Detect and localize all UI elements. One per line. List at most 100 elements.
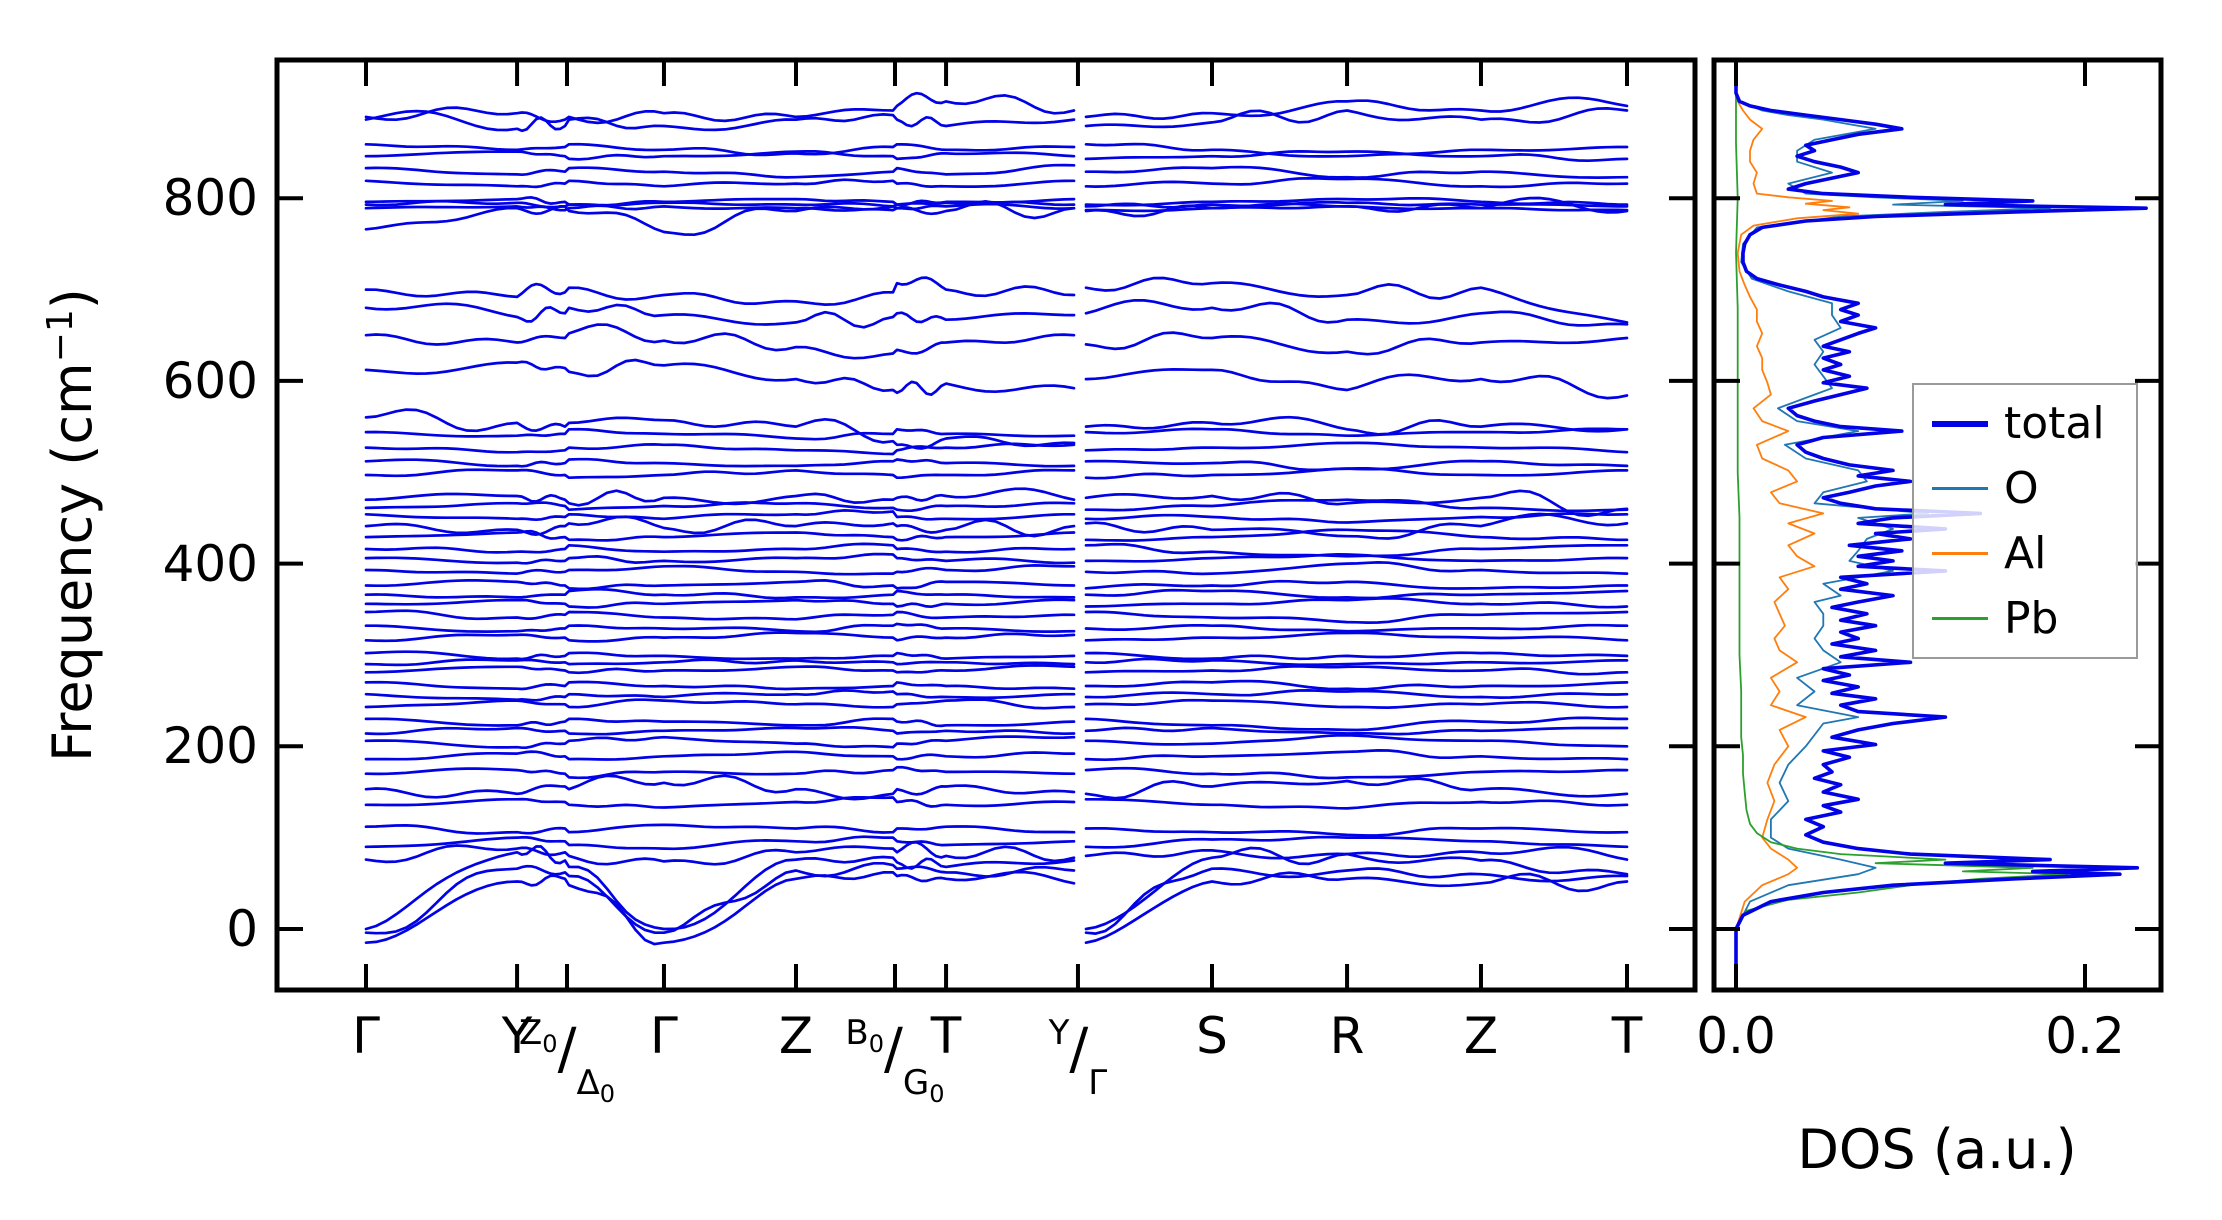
frequency-tick-label: 0 bbox=[226, 900, 258, 958]
phonon-band bbox=[364, 774, 1629, 801]
phonon-band bbox=[364, 298, 1629, 329]
kpoint-label: Z bbox=[778, 1007, 814, 1065]
phonon-band bbox=[364, 823, 1629, 837]
kpoint-discontinuity-label: B0/G0 bbox=[785, 998, 1005, 1129]
legend-line-pb bbox=[1932, 617, 1988, 620]
kpoint-label-slash: / bbox=[557, 1017, 577, 1082]
kpoint-label: R bbox=[1329, 1007, 1365, 1065]
phonon-band bbox=[364, 196, 1629, 237]
phonon-band bbox=[364, 845, 1629, 931]
phonon-band bbox=[364, 512, 1629, 540]
kpoint-discontinuity-label: Y/Γ bbox=[968, 998, 1188, 1118]
kpoint-label: S bbox=[1196, 1007, 1228, 1065]
dos-tick-label: 0.2 bbox=[2045, 1007, 2125, 1065]
axis-ticks bbox=[277, 60, 2161, 990]
dos-curve-Al bbox=[1735, 60, 1860, 990]
phonon-band bbox=[364, 542, 1629, 558]
phonon-band bbox=[364, 107, 1629, 133]
phonon-band bbox=[364, 716, 1629, 732]
kpoint-discontinuity-label: Z0/Δ0 bbox=[457, 998, 677, 1129]
phonon-band bbox=[364, 91, 1629, 125]
phonon-band bbox=[364, 467, 1629, 480]
legend-entry-pb: Pb bbox=[1914, 592, 2136, 644]
phonon-band bbox=[364, 579, 1629, 591]
phonon-band bbox=[364, 528, 1629, 542]
phonon-band bbox=[364, 587, 1629, 600]
legend-line-al bbox=[1932, 552, 1988, 555]
frequency-axis-label-close: ) bbox=[41, 288, 104, 310]
phonon-band bbox=[364, 733, 1629, 750]
phonon-band bbox=[364, 840, 1629, 866]
phonon-band bbox=[364, 196, 1629, 207]
frequency-tick-label: 400 bbox=[162, 534, 258, 593]
legend-line-o bbox=[1932, 487, 1988, 490]
kpoint-label-top: B0 bbox=[845, 1013, 885, 1058]
phonon-band bbox=[364, 487, 1629, 518]
frequency-tick-label: 200 bbox=[162, 717, 258, 776]
frequency-tick-label: 800 bbox=[162, 169, 258, 228]
kpoint-label-top: Z0 bbox=[519, 1013, 558, 1058]
band-curves bbox=[364, 91, 1629, 946]
phonon-band bbox=[364, 441, 1629, 456]
band-panel-frame bbox=[274, 57, 1698, 993]
phonon-band bbox=[364, 163, 1629, 179]
phonon-band bbox=[364, 664, 1629, 676]
kpoint-label-bottom: G0 bbox=[902, 1063, 945, 1108]
phonon-band bbox=[364, 689, 1629, 702]
frequency-tick-label: 600 bbox=[162, 351, 258, 410]
kpoint-label-slash: / bbox=[1069, 1017, 1089, 1082]
dos-tick-label: 0.0 bbox=[1696, 1007, 1776, 1065]
kpoint-label: Y bbox=[501, 1007, 533, 1065]
phonon-band bbox=[364, 150, 1629, 163]
dos-panel-frame bbox=[1711, 57, 2164, 993]
phonon-band bbox=[364, 835, 1629, 851]
phonon-band bbox=[364, 561, 1629, 576]
legend-entry-total: total bbox=[1914, 397, 2136, 449]
kpoint-label: T bbox=[930, 1007, 962, 1065]
phonon-band bbox=[364, 408, 1629, 450]
legend-label-total: total bbox=[2004, 397, 2105, 449]
kpoint-label-top: Y bbox=[1048, 1013, 1070, 1053]
phonon-band bbox=[364, 650, 1629, 661]
legend-label-al: Al bbox=[2004, 527, 2047, 579]
kpoint-label-bottom: Δ0 bbox=[576, 1063, 615, 1108]
phonon-band bbox=[364, 698, 1629, 710]
kpoint-label: Γ bbox=[650, 1007, 678, 1065]
phonon-band bbox=[364, 725, 1629, 736]
phonon-band bbox=[364, 358, 1629, 400]
dos-curve-total bbox=[1734, 60, 2148, 990]
kpoint-label-bottom: Γ bbox=[1088, 1063, 1108, 1103]
legend-line-total bbox=[1932, 420, 1988, 427]
kpoint-label: T bbox=[1611, 1007, 1643, 1065]
legend-entry-al: Al bbox=[1914, 527, 2136, 579]
phonon-band bbox=[364, 609, 1629, 624]
phonon-band bbox=[364, 765, 1629, 780]
phonon-band bbox=[364, 509, 1629, 524]
kpoint-label: Γ bbox=[352, 1007, 380, 1065]
legend-label-pb: Pb bbox=[2004, 592, 2059, 644]
phonon-band bbox=[364, 142, 1629, 158]
phonon-band bbox=[364, 622, 1629, 634]
phonon-band bbox=[364, 631, 1629, 643]
phonon-band bbox=[364, 552, 1629, 565]
phonon-band bbox=[364, 679, 1629, 691]
dos-curve-Pb bbox=[1735, 60, 2069, 990]
legend-label-o: O bbox=[2004, 462, 2039, 514]
phonon-band bbox=[364, 657, 1629, 667]
kpoint-label: Z bbox=[1463, 1007, 1499, 1065]
phonon-band bbox=[364, 870, 1629, 946]
kpoint-label-slash: / bbox=[884, 1017, 903, 1082]
phonon-band bbox=[364, 457, 1629, 472]
phonon-band bbox=[364, 795, 1629, 810]
legend-entry-o: O bbox=[1914, 462, 2136, 514]
phonon-band bbox=[364, 176, 1629, 189]
phonon-band bbox=[364, 861, 1629, 935]
phonon-band bbox=[364, 276, 1629, 324]
phonon-band bbox=[364, 749, 1629, 762]
phonon-band bbox=[364, 323, 1629, 360]
phonon-band bbox=[364, 596, 1629, 609]
dos-legend: total O Al Pb bbox=[1912, 383, 2138, 659]
dos-curves bbox=[1734, 60, 2148, 990]
dos-axis-label: DOS (a.u.) bbox=[1797, 1118, 2077, 1181]
